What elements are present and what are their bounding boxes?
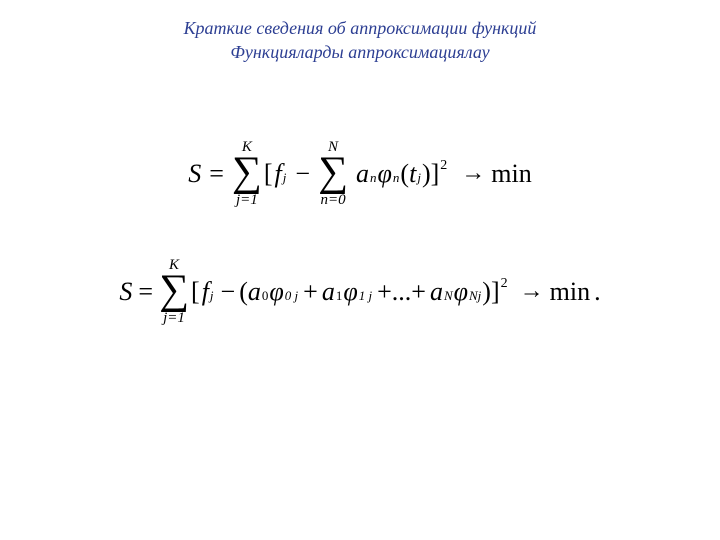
sum-over-j: K ∑ j=1 xyxy=(232,140,262,208)
slide-page: Краткие сведения об аппроксимации функци… xyxy=(0,0,720,540)
title-line-2: Функцияларды аппроксимациялау xyxy=(0,40,720,64)
formula-1: S = K ∑ j=1 [ f j − N ∑ n=0 a n xyxy=(0,140,720,208)
op-plus: + xyxy=(377,277,392,307)
sum-over-j: K ∑ j=1 xyxy=(159,258,189,326)
left-bracket: [ xyxy=(191,277,200,307)
op-equals: = xyxy=(138,277,153,307)
var-aN: a xyxy=(430,277,443,307)
left-paren: ( xyxy=(400,159,409,189)
var-phi0: φ xyxy=(269,277,283,307)
equation-1: S = K ∑ j=1 [ f j − N ∑ n=0 a n xyxy=(188,140,532,208)
sub-j: j xyxy=(417,170,421,186)
var-S: S xyxy=(188,159,201,189)
var-f: f xyxy=(202,277,209,307)
sub-0: 0 xyxy=(262,288,269,304)
right-bracket: ] xyxy=(431,159,440,189)
var-a0: a xyxy=(248,277,261,307)
sum-lower: n=0 xyxy=(318,193,348,208)
sub-j: j xyxy=(283,170,287,186)
sum-lower: j=1 xyxy=(159,311,189,326)
sub-n: n xyxy=(370,170,377,186)
title-line-1: Краткие сведения об аппроксимации функци… xyxy=(0,16,720,40)
op-minus: − xyxy=(221,277,236,307)
sum-over-n: N ∑ n=0 xyxy=(318,140,348,208)
sub-1: 1 xyxy=(336,288,343,304)
sigma-icon: ∑ xyxy=(232,155,262,191)
slide-title: Краткие сведения об аппроксимации функци… xyxy=(0,16,720,65)
right-bracket: ] xyxy=(491,277,500,307)
var-a: a xyxy=(356,159,369,189)
op-equals: = xyxy=(209,159,224,189)
sub-0j: 0 j xyxy=(285,288,298,304)
var-t: t xyxy=(409,159,416,189)
left-paren: ( xyxy=(239,277,248,307)
var-phiN: φ xyxy=(454,277,468,307)
var-phi1: φ xyxy=(343,277,357,307)
equation-2: S = K ∑ j=1 [ f j − ( a 0 φ 0 j + a xyxy=(119,258,600,326)
formula-2: S = K ∑ j=1 [ f j − ( a 0 φ 0 j + a xyxy=(0,258,720,326)
sub-j: j xyxy=(210,288,214,304)
var-f: f xyxy=(275,159,282,189)
op-plus: + xyxy=(303,277,318,307)
right-paren: ) xyxy=(482,277,491,307)
text-min: min xyxy=(550,277,590,307)
dots: ... xyxy=(392,277,412,307)
sigma-icon: ∑ xyxy=(159,273,189,309)
left-bracket: [ xyxy=(264,159,273,189)
sub-n: n xyxy=(393,170,400,186)
sup-2: 2 xyxy=(440,158,447,174)
sigma-icon: ∑ xyxy=(318,155,348,191)
arrow-icon: → xyxy=(461,160,485,187)
var-a1: a xyxy=(322,277,335,307)
text-min: min xyxy=(491,159,531,189)
sub-Nj: Nj xyxy=(469,288,481,304)
period: . xyxy=(594,277,601,307)
var-S: S xyxy=(119,277,132,307)
op-minus: − xyxy=(295,159,310,189)
sub-1j: 1 j xyxy=(359,288,372,304)
op-plus: + xyxy=(411,277,426,307)
sub-N: N xyxy=(444,288,453,304)
var-phi: φ xyxy=(378,159,392,189)
sup-2: 2 xyxy=(501,276,508,292)
sum-lower: j=1 xyxy=(232,193,262,208)
right-paren: ) xyxy=(422,159,431,189)
arrow-icon: → xyxy=(520,278,544,305)
